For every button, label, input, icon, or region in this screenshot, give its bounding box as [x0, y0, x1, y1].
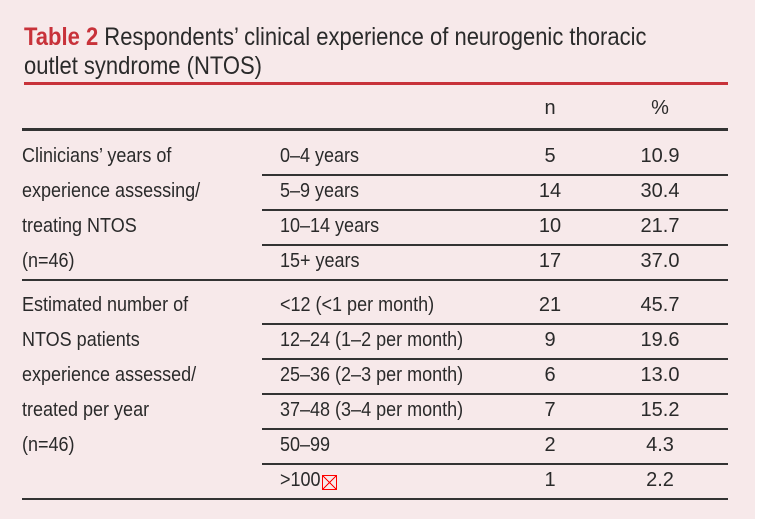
row-percent: 4.3: [646, 434, 674, 456]
row-percent: 10.9: [640, 145, 680, 167]
header-percent: %: [651, 97, 669, 119]
group-label-line: (n=46): [22, 250, 75, 272]
row-category: 5–9 years: [280, 180, 360, 202]
row-category: <12 (<1 per month): [280, 294, 435, 316]
row-rule: [262, 174, 728, 176]
row-rule: [262, 244, 728, 246]
header-rule: [22, 128, 728, 131]
row-percent: 21.7: [640, 215, 680, 237]
row-category: 37–48 (3–4 per month): [280, 399, 464, 421]
row-category: >100: [280, 469, 321, 491]
row-n: 14: [538, 180, 562, 202]
group-label-line: treated per year: [22, 399, 150, 421]
title-text: Respondents’ clinical experience of neur…: [104, 23, 647, 51]
group-label-line: (n=46): [22, 434, 75, 456]
row-category: 25–36 (2–3 per month): [280, 364, 464, 386]
row-rule: [262, 428, 728, 430]
row-percent: 45.7: [640, 294, 680, 316]
group-label-line: treating NTOS: [22, 215, 137, 237]
row-n: 2: [544, 434, 556, 456]
title-rule: [24, 82, 728, 85]
row-n: 5: [544, 145, 556, 167]
row-n: 9: [544, 329, 556, 351]
table-number: Table 2: [24, 23, 99, 51]
row-n: 7: [544, 399, 556, 421]
group-label-line: experience assessing/: [22, 180, 201, 202]
table-title-line1: Table 2 Respondents’ clinical experience…: [24, 22, 646, 52]
row-n: 21: [538, 294, 562, 316]
row-category: 12–24 (1–2 per month): [280, 329, 464, 351]
row-percent: 13.0: [640, 364, 680, 386]
row-category: 10–14 years: [280, 215, 380, 237]
row-category: 50–99: [280, 434, 331, 456]
row-rule: [262, 323, 728, 325]
row-percent: 37.0: [640, 250, 680, 272]
row-n: 17: [538, 250, 562, 272]
row-rule: [262, 209, 728, 211]
row-rule: [262, 358, 728, 360]
table-title-line2: outlet syndrome (NTOS): [24, 52, 263, 80]
group-label-line: NTOS patients: [22, 329, 140, 351]
row-percent: 30.4: [640, 180, 680, 202]
row-category: 0–4 years: [280, 145, 360, 167]
row-percent: 2.2: [646, 469, 674, 491]
row-rule: [262, 463, 728, 465]
row-rule: [262, 393, 728, 395]
group-label-line: experience assessed/: [22, 364, 197, 386]
group-rule: [22, 279, 728, 281]
group-label-line: Estimated number of: [22, 294, 189, 316]
row-n: 1: [544, 469, 556, 491]
row-category: 15+ years: [280, 250, 360, 272]
group-rule: [22, 498, 728, 500]
row-percent: 15.2: [640, 399, 680, 421]
row-n: 10: [538, 215, 562, 237]
row-n: 6: [544, 364, 556, 386]
header-n: n: [544, 97, 556, 119]
group-label-line: Clinicians’ years of: [22, 145, 172, 167]
row-percent: 19.6: [640, 329, 680, 351]
broken-image-icon: [322, 475, 337, 490]
table-panel: Table 2 Respondents’ clinical experience…: [0, 0, 755, 519]
